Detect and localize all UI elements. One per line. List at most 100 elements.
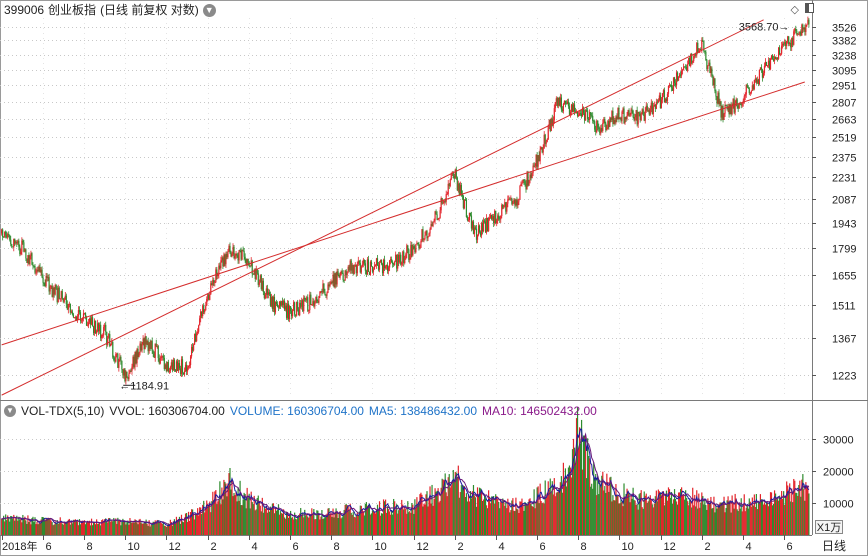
- volume-bar: [247, 497, 249, 535]
- candle-body: [573, 104, 576, 112]
- candle-body: [405, 254, 407, 259]
- candle-body: [495, 210, 497, 224]
- candle-body: [478, 225, 481, 233]
- volume-bar: [174, 523, 177, 535]
- candle-body: [55, 285, 57, 289]
- candle-body: [564, 100, 567, 104]
- candle-body: [311, 304, 313, 306]
- volume-bar: [122, 518, 124, 535]
- volume-bar: [535, 502, 537, 535]
- volume-bar: [251, 501, 253, 535]
- volume-bar: [538, 503, 540, 535]
- diamond-icon[interactable]: ◇: [790, 4, 799, 16]
- candle-body: [172, 359, 175, 371]
- candle-body: [235, 254, 237, 256]
- volume-bar: [184, 513, 187, 535]
- candle-body: [457, 183, 459, 191]
- candle-body: [228, 245, 230, 252]
- channel-line-upper[interactable]: [1, 19, 764, 396]
- volume-bar: [218, 499, 220, 535]
- candle-body: [727, 107, 729, 109]
- volume-bar: [483, 494, 486, 535]
- chevron-down-icon[interactable]: ▼: [4, 405, 16, 417]
- candle-body: [348, 266, 350, 271]
- volume-bar: [372, 511, 375, 535]
- volume-bar: [710, 496, 712, 535]
- volume-bar: [239, 480, 241, 535]
- volume-bar: [137, 524, 139, 535]
- volume-bar: [720, 502, 722, 535]
- candle-body: [240, 251, 242, 260]
- period-label[interactable]: 日线: [822, 539, 847, 553]
- candle-body: [791, 37, 793, 48]
- volume-bar: [591, 483, 593, 535]
- candle-body: [664, 98, 667, 103]
- candle-body: [430, 224, 432, 230]
- volume-bar: [284, 518, 287, 535]
- unit-badge[interactable]: X1万: [815, 520, 843, 534]
- candle-body: [465, 199, 468, 218]
- candle-body: [722, 105, 724, 120]
- volume-bar: [382, 499, 385, 535]
- volume-bar: [597, 475, 599, 535]
- candle-body: [244, 256, 246, 260]
- volume-bar: [737, 511, 739, 535]
- candle-body: [385, 265, 388, 267]
- candle-body: [261, 280, 263, 290]
- candle-body: [728, 107, 730, 115]
- volume-bar: [233, 493, 235, 535]
- candle-body: [756, 79, 758, 83]
- volume-bar: [798, 485, 800, 535]
- volume-bar: [131, 523, 133, 535]
- candle-body: [669, 84, 672, 86]
- volume-bar: [100, 525, 102, 535]
- volume-bar: [756, 509, 758, 535]
- volume-bar: [161, 523, 163, 535]
- candle-body: [161, 355, 163, 357]
- channel-line-lower[interactable]: [1, 81, 805, 346]
- candle-body: [493, 216, 495, 224]
- candle-body: [522, 179, 524, 184]
- candle-body: [487, 218, 489, 231]
- candle-body: [470, 215, 473, 229]
- candle-body: [482, 220, 485, 232]
- candle-body: [736, 99, 738, 107]
- volume-bar: [743, 494, 745, 535]
- candle-body: [463, 199, 465, 209]
- volume-bar: [329, 514, 331, 535]
- candle-body: [396, 254, 398, 269]
- candle-body: [693, 56, 695, 62]
- volume-bar: [764, 504, 767, 535]
- volume-bar: [315, 519, 317, 535]
- candle-body: [292, 309, 294, 317]
- volume-bar: [577, 448, 580, 535]
- candle-body: [265, 288, 267, 295]
- volume-bar: [186, 521, 189, 535]
- volume-bar: [345, 503, 347, 535]
- candle-body: [505, 202, 507, 212]
- candle-body: [169, 366, 171, 372]
- panel-toggle-icon[interactable]: [805, 3, 814, 13]
- candle-body: [617, 107, 619, 119]
- volume-bar: [260, 511, 262, 535]
- candle-body: [1, 229, 3, 234]
- volume-bar: [500, 499, 502, 535]
- candle-body: [115, 354, 117, 362]
- volume-bar: [423, 503, 425, 535]
- candle-body: [780, 53, 782, 55]
- volume-bar: [130, 521, 132, 535]
- volume-bar: [47, 517, 49, 535]
- candle-body: [675, 72, 678, 86]
- volume-bar: [44, 520, 46, 535]
- volume-bar: [401, 499, 403, 535]
- volume-bar: [489, 497, 491, 535]
- chevron-down-icon[interactable]: ▼: [202, 3, 216, 17]
- candle-body: [210, 283, 212, 295]
- candle-body: [371, 266, 374, 272]
- volume-bar: [109, 517, 111, 535]
- volume-bar: [716, 508, 718, 535]
- volume-bar: [346, 505, 348, 535]
- candle-body: [67, 304, 69, 310]
- candle-body: [643, 115, 645, 121]
